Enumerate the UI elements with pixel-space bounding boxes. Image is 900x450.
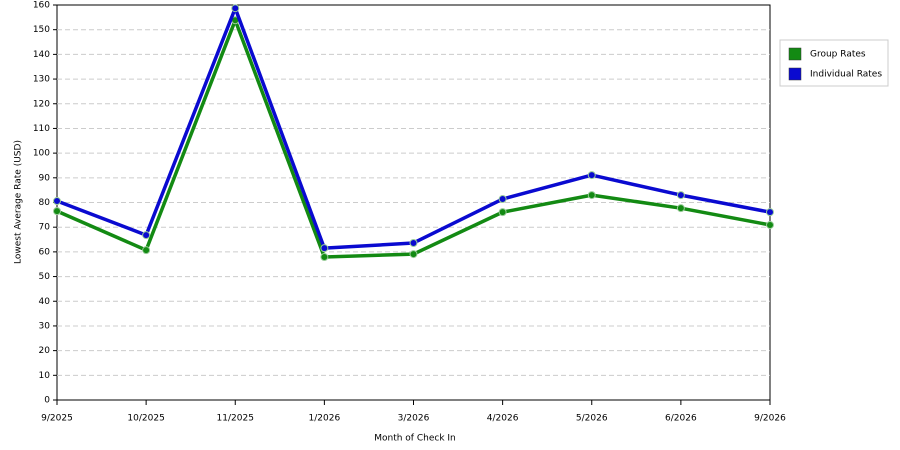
legend-swatch [788,67,802,81]
y-tick-label: 120 [33,99,50,109]
y-tick-label: 50 [39,272,51,282]
y-tick-label: 20 [39,346,51,356]
point [142,246,151,255]
point [498,208,507,217]
x-tick-label: 9/2025 [41,414,73,424]
point [142,231,151,240]
y-tick-label: 110 [33,124,50,134]
point [53,197,61,206]
point [676,204,685,213]
x-tick-label: 11/2025 [217,414,254,424]
y-tick-label: 10 [39,371,51,381]
y-tick-label: 40 [39,297,51,307]
point [409,238,418,247]
y-tick-label: 70 [39,223,51,233]
point [587,171,596,180]
legend-label: Individual Rates [810,70,882,80]
x-tick-label: 5/2026 [576,414,608,424]
point [587,191,596,200]
y-tick-label: 100 [33,149,50,159]
point [409,250,418,259]
y-tick-label: 160 [33,1,50,11]
y-tick-label: 30 [39,321,51,331]
point [766,208,774,217]
legend-swatch [788,47,802,61]
x-tick-label: 3/2026 [398,414,430,424]
point [231,4,240,13]
y-tick-label: 140 [33,50,50,60]
x-tick-label: 4/2026 [487,414,519,424]
point [766,220,774,229]
y-tick-label: 150 [33,25,50,35]
point [320,253,329,262]
x-tick-label: 1/2026 [309,414,341,424]
y-tick-label: 0 [44,396,50,406]
y-tick-label: 90 [39,173,51,183]
x-tick-label: 9/2026 [754,414,786,424]
point [320,244,329,253]
legend-label: Group Rates [810,50,866,60]
x-tick-label: 6/2026 [665,414,697,424]
x-axis-label: Month of Check In [374,434,456,444]
point [53,207,61,216]
y-tick-label: 130 [33,75,50,85]
y-axis-label: Lowest Average Rate (USD) [14,140,24,264]
point [676,191,685,200]
y-tick-label: 60 [39,247,51,257]
y-tick-label: 80 [39,198,51,208]
x-tick-label: 10/2025 [127,414,164,424]
point [498,195,507,204]
